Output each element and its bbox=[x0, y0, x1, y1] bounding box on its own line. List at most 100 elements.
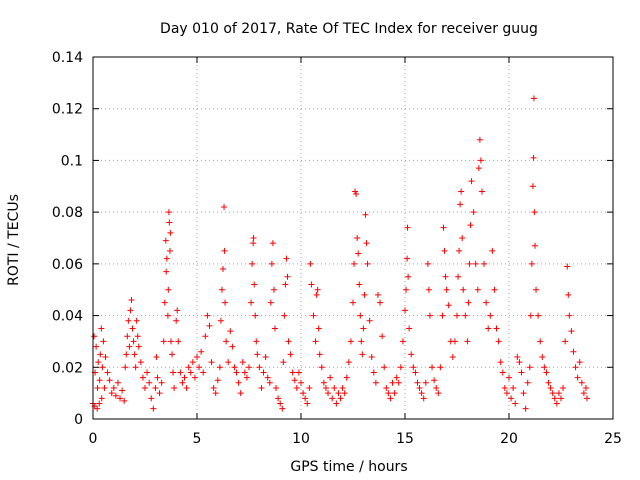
data-point bbox=[533, 286, 540, 293]
data-point bbox=[329, 395, 336, 402]
data-point bbox=[163, 255, 170, 262]
data-point bbox=[119, 387, 126, 394]
data-point bbox=[335, 390, 342, 397]
data-point bbox=[144, 369, 151, 376]
data-point bbox=[408, 351, 415, 358]
data-point bbox=[440, 224, 447, 231]
data-point bbox=[273, 384, 280, 391]
data-point bbox=[361, 291, 368, 298]
data-point bbox=[487, 312, 494, 319]
data-point bbox=[223, 338, 230, 345]
data-point bbox=[252, 312, 259, 319]
y-tick-label: 0.02 bbox=[52, 360, 83, 376]
data-point bbox=[566, 312, 573, 319]
data-point bbox=[139, 374, 146, 381]
data-point bbox=[362, 211, 369, 218]
data-point bbox=[316, 351, 323, 358]
data-point bbox=[491, 286, 498, 293]
data-point bbox=[510, 384, 517, 391]
data-point bbox=[283, 255, 290, 262]
data-point bbox=[248, 299, 255, 306]
data-point bbox=[451, 338, 458, 345]
y-tick-label: 0.04 bbox=[52, 309, 83, 325]
data-point bbox=[295, 369, 302, 376]
data-point bbox=[530, 154, 537, 161]
data-point bbox=[474, 286, 481, 293]
data-point bbox=[495, 338, 502, 345]
data-point bbox=[416, 384, 423, 391]
y-axis-ticks: 0 0.02 0.04 0.06 0.08 0.1 0.12 0.14 bbox=[52, 50, 613, 428]
data-point bbox=[225, 359, 232, 366]
data-point bbox=[185, 364, 192, 371]
data-point bbox=[189, 359, 196, 366]
data-point bbox=[441, 247, 448, 254]
data-point bbox=[402, 307, 408, 314]
data-point bbox=[251, 281, 258, 288]
data-point bbox=[267, 299, 274, 306]
data-point bbox=[94, 405, 101, 412]
data-point bbox=[268, 260, 275, 267]
data-point bbox=[285, 338, 292, 345]
data-point bbox=[470, 209, 477, 216]
data-point bbox=[110, 384, 117, 391]
data-point bbox=[198, 348, 205, 355]
x-tick-label: 5 bbox=[193, 431, 202, 447]
data-point bbox=[160, 338, 167, 345]
data-point bbox=[132, 364, 139, 371]
data-point bbox=[560, 384, 567, 391]
y-tick-label: 0.1 bbox=[61, 153, 83, 169]
data-point bbox=[387, 395, 394, 402]
data-point bbox=[449, 353, 456, 360]
data-point bbox=[457, 201, 464, 208]
data-point bbox=[170, 369, 177, 376]
data-point bbox=[465, 299, 472, 306]
data-point bbox=[418, 390, 425, 397]
data-point bbox=[543, 369, 550, 376]
data-point bbox=[345, 359, 352, 366]
data-point bbox=[545, 379, 552, 386]
data-point bbox=[439, 312, 446, 319]
data-point bbox=[539, 353, 546, 360]
data-point bbox=[96, 377, 103, 384]
data-point bbox=[128, 297, 135, 304]
data-point bbox=[426, 312, 433, 319]
data-point bbox=[156, 390, 163, 397]
x-tick-label: 0 bbox=[89, 431, 98, 447]
data-point bbox=[94, 384, 101, 391]
data-point bbox=[576, 359, 583, 366]
data-point bbox=[578, 379, 585, 386]
data-point bbox=[106, 377, 113, 384]
data-point bbox=[524, 379, 531, 386]
data-point bbox=[370, 369, 377, 376]
data-point bbox=[537, 338, 544, 345]
data-point bbox=[302, 395, 309, 402]
data-point bbox=[383, 384, 390, 391]
data-point bbox=[460, 286, 467, 293]
data-point bbox=[476, 136, 483, 143]
data-point bbox=[358, 338, 365, 345]
data-point bbox=[100, 338, 107, 345]
data-point bbox=[153, 353, 160, 360]
data-point bbox=[466, 260, 473, 267]
data-point bbox=[122, 364, 129, 371]
data-point bbox=[355, 250, 362, 257]
data-point bbox=[372, 379, 379, 386]
data-point bbox=[532, 242, 538, 249]
data-point bbox=[433, 384, 440, 391]
data-point bbox=[181, 374, 188, 381]
data-point bbox=[112, 392, 119, 399]
data-point bbox=[98, 395, 105, 402]
data-point bbox=[478, 188, 485, 195]
data-point bbox=[580, 390, 587, 397]
data-point bbox=[522, 405, 529, 412]
data-point bbox=[174, 307, 181, 314]
data-points bbox=[90, 95, 590, 412]
data-point bbox=[270, 286, 277, 293]
data-point bbox=[405, 273, 412, 280]
data-point bbox=[277, 400, 284, 407]
data-point bbox=[308, 281, 315, 288]
data-point bbox=[96, 400, 103, 407]
data-point bbox=[520, 390, 527, 397]
data-point bbox=[287, 351, 294, 358]
data-point bbox=[366, 317, 373, 324]
